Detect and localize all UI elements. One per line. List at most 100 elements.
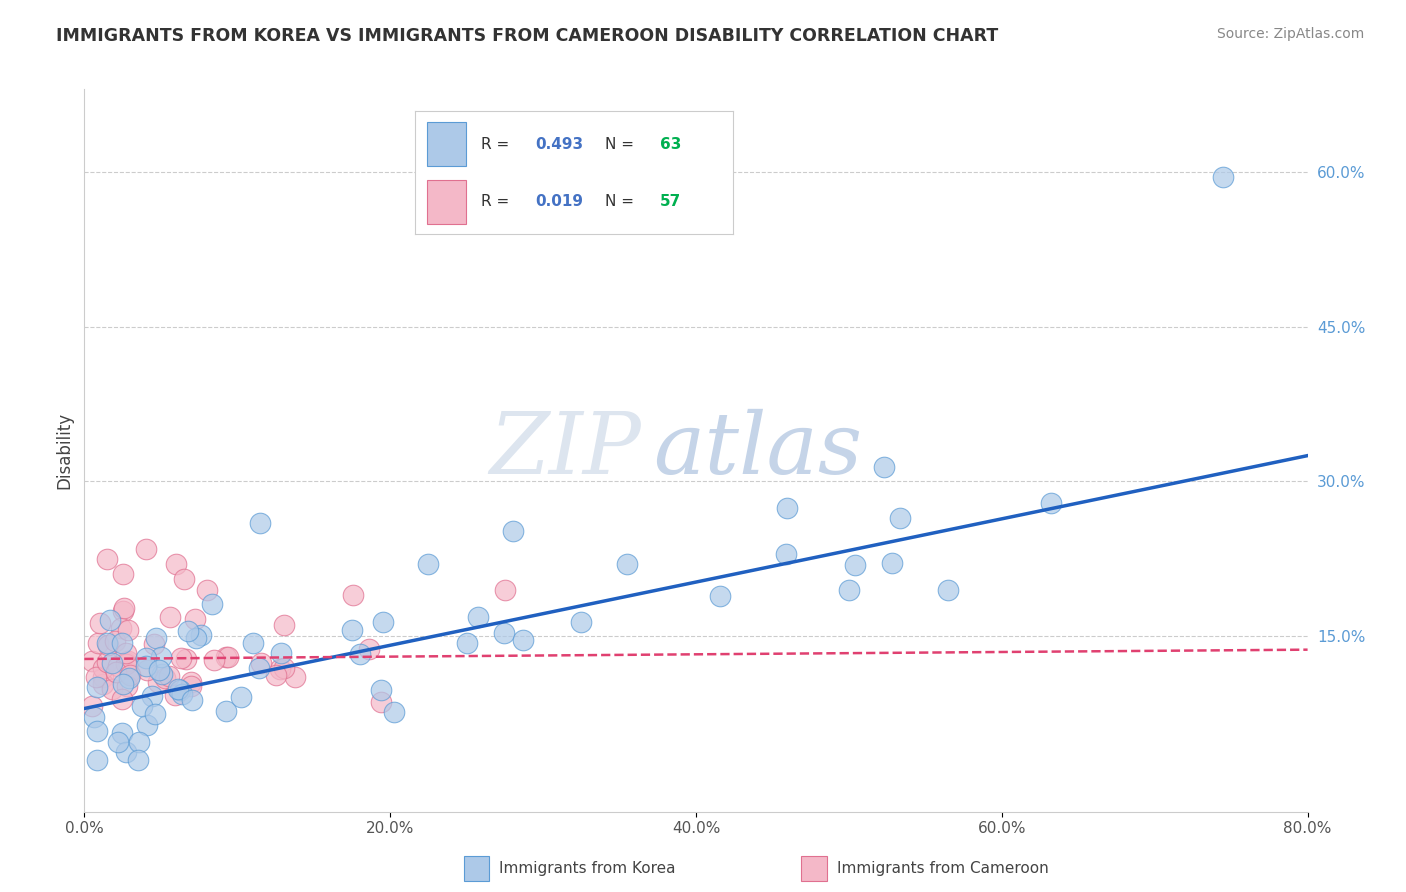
Point [165, 688, 187, 702]
Point [349, 647, 371, 661]
Point [180, 679, 202, 693]
Point [229, 690, 252, 705]
Point [844, 558, 866, 572]
Point [112, 600, 135, 615]
Point [104, 665, 127, 680]
Point [217, 649, 239, 664]
Point [155, 671, 177, 685]
Point [215, 704, 238, 718]
Point [776, 500, 799, 515]
Point [249, 516, 271, 530]
Point [249, 661, 271, 675]
Point [709, 589, 731, 603]
Point [184, 611, 207, 625]
Point [184, 632, 207, 646]
Point [114, 657, 136, 672]
Point [127, 753, 149, 767]
Point [118, 666, 141, 681]
Point [150, 650, 173, 665]
Point [616, 557, 638, 571]
Point [190, 628, 212, 642]
Point [115, 679, 138, 693]
Point [174, 651, 197, 665]
Text: Immigrants from Korea: Immigrants from Korea [499, 862, 676, 876]
Point [101, 682, 124, 697]
Point [111, 726, 134, 740]
Point [494, 582, 516, 597]
Point [118, 671, 141, 685]
Point [202, 653, 225, 667]
Point [131, 699, 153, 714]
Point [342, 588, 364, 602]
Point [167, 682, 190, 697]
Point [456, 635, 478, 649]
Point [342, 623, 364, 637]
Point [82, 654, 104, 668]
Point [157, 669, 180, 683]
Point [176, 624, 198, 639]
Point [170, 651, 193, 665]
Point [87, 636, 110, 650]
Point [159, 610, 181, 624]
Point [115, 745, 138, 759]
Point [873, 459, 896, 474]
Point [89, 615, 111, 630]
Point [80, 699, 103, 714]
Point [382, 705, 405, 719]
Point [165, 557, 187, 571]
Point [107, 658, 129, 673]
Point [84, 670, 107, 684]
Point [370, 695, 392, 709]
Point [96, 551, 118, 566]
Point [91, 670, 114, 684]
Text: Source: ZipAtlas.com: Source: ZipAtlas.com [1216, 27, 1364, 41]
Text: ZIP: ZIP [489, 409, 641, 491]
Point [86, 680, 108, 694]
Point [96, 636, 118, 650]
Point [418, 557, 440, 571]
Point [115, 646, 138, 660]
Point [359, 642, 381, 657]
Point [135, 541, 157, 556]
Point [502, 524, 524, 538]
Point [512, 632, 534, 647]
Point [172, 687, 194, 701]
Point [269, 662, 291, 676]
Point [135, 663, 157, 677]
Point [270, 646, 292, 660]
Point [180, 675, 202, 690]
Point [173, 573, 195, 587]
Point [118, 667, 141, 681]
Text: Immigrants from Cameroon: Immigrants from Cameroon [837, 862, 1049, 876]
Point [145, 631, 167, 645]
Point [569, 615, 592, 629]
Point [93, 677, 115, 691]
Point [273, 617, 295, 632]
Point [838, 582, 860, 597]
Point [882, 556, 904, 570]
Point [110, 621, 132, 635]
Point [169, 682, 191, 697]
Text: IMMIGRANTS FROM KOREA VS IMMIGRANTS FROM CAMEROON DISABILITY CORRELATION CHART: IMMIGRANTS FROM KOREA VS IMMIGRANTS FROM… [56, 27, 998, 45]
Point [141, 690, 163, 704]
Point [195, 582, 218, 597]
Point [370, 683, 392, 698]
Point [135, 651, 157, 665]
Point [136, 718, 159, 732]
Point [107, 735, 129, 749]
Point [114, 655, 136, 669]
Point [143, 637, 166, 651]
Point [215, 649, 238, 664]
Point [264, 668, 287, 682]
Point [775, 548, 797, 562]
Point [371, 615, 394, 629]
Text: atlas: atlas [654, 409, 862, 491]
Point [86, 753, 108, 767]
Point [135, 659, 157, 673]
Point [492, 626, 515, 640]
Point [111, 567, 134, 582]
Point [97, 639, 120, 653]
Point [1040, 496, 1063, 510]
Point [889, 510, 911, 524]
Point [936, 582, 959, 597]
